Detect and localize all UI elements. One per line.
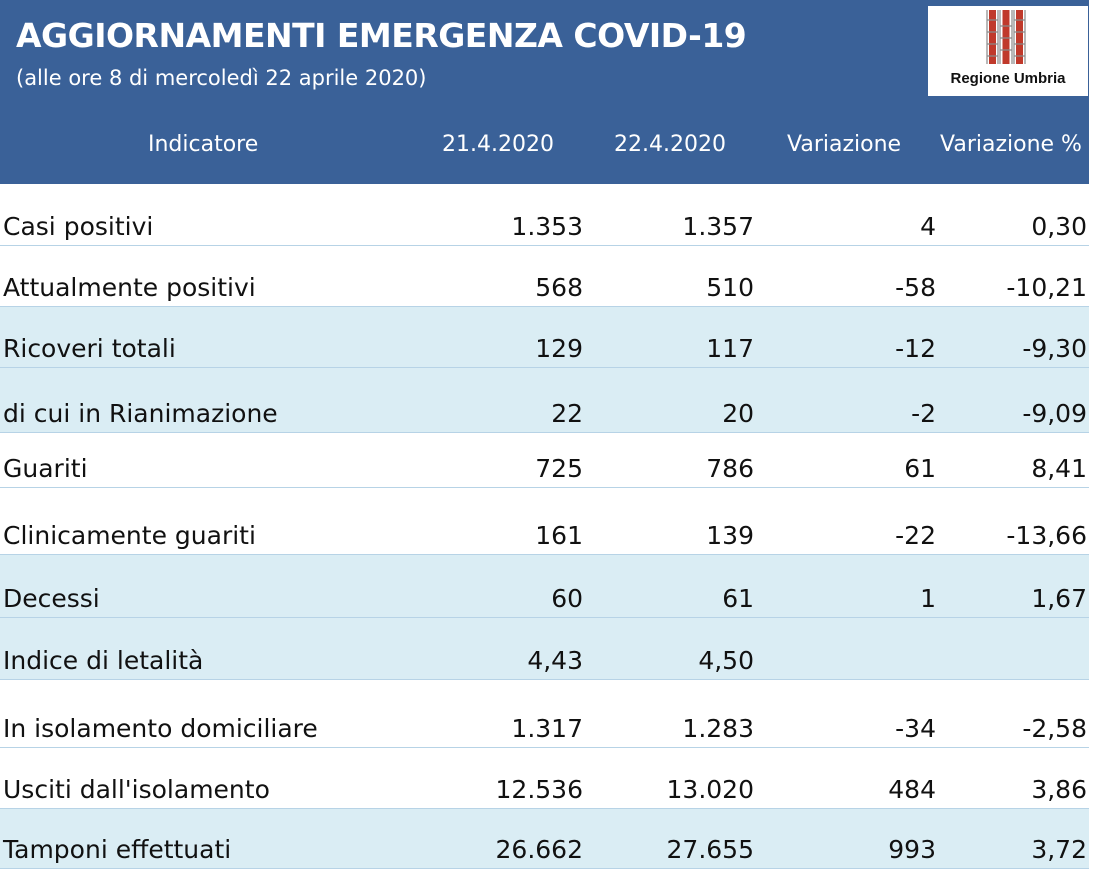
cell-variation: 4 (920, 212, 936, 241)
table-row: Tamponi effettuati 26.662 27.655 993 3,7… (0, 809, 1089, 869)
table-row: Indice di letalità 4,43 4,50 (0, 618, 1089, 680)
cell-indicatore: Tamponi effettuati (3, 835, 232, 864)
cell-indicatore: Guariti (3, 454, 88, 483)
cell-value-day-1: 161 (535, 521, 583, 550)
cell-value-day-2: 510 (706, 273, 754, 302)
cell-variation: 484 (888, 775, 936, 804)
cell-value-day-2: 4,50 (698, 646, 754, 675)
report-header: AGGIORNAMENTI EMERGENZA COVID-19 (alle o… (0, 0, 1089, 104)
cell-indicatore: Attualmente positivi (3, 273, 256, 302)
column-header-variazione: Variazione (787, 132, 902, 157)
cell-variation-pct: 0,30 (1031, 212, 1087, 241)
column-header-variazione-pct: Variazione % (940, 132, 1082, 157)
cell-value-day-1: 4,43 (527, 646, 583, 675)
cell-variation: -58 (895, 273, 936, 302)
cell-value-day-2: 20 (722, 399, 754, 428)
column-header-date-1: 21.4.2020 (442, 132, 554, 157)
cell-value-day-1: 1.317 (511, 714, 583, 743)
cell-indicatore: Usciti dall'isolamento (3, 775, 270, 804)
cell-variation-pct: -9,30 (1022, 334, 1087, 363)
table-row: Ricoveri totali 129 117 -12 -9,30 (0, 307, 1089, 368)
cell-value-day-2: 1.283 (682, 714, 754, 743)
cell-variation-pct: 1,67 (1031, 584, 1087, 613)
table-row: Casi positivi 1.353 1.357 4 0,30 (0, 184, 1089, 246)
cell-variation-pct: -9,09 (1022, 399, 1087, 428)
cell-variation-pct: -13,66 (1006, 521, 1087, 550)
table-row: Usciti dall'isolamento 12.536 13.020 484… (0, 748, 1089, 809)
table-row: Decessi 60 61 1 1,67 (0, 555, 1089, 618)
report-subtitle: (alle ore 8 di mercoledì 22 aprile 2020) (16, 66, 427, 90)
table-row: di cui in Rianimazione 22 20 -2 -9,09 (0, 368, 1089, 433)
cell-variation: -12 (895, 334, 936, 363)
cell-value-day-1: 12.536 (495, 775, 583, 804)
cell-variation-pct: -10,21 (1006, 273, 1087, 302)
cell-variation: 993 (888, 835, 936, 864)
cell-value-day-1: 1.353 (511, 212, 583, 241)
cell-variation: -34 (895, 714, 936, 743)
column-header-date-2: 22.4.2020 (614, 132, 726, 157)
cell-value-day-2: 139 (706, 521, 754, 550)
cell-variation: 1 (920, 584, 936, 613)
cell-value-day-2: 786 (706, 454, 754, 483)
cell-indicatore: Indice di letalità (3, 646, 204, 675)
cell-value-day-1: 129 (535, 334, 583, 363)
regione-umbria-logo: Regione Umbria (928, 6, 1088, 96)
logo-text: Regione Umbria (950, 70, 1066, 87)
cell-value-day-1: 22 (551, 399, 583, 428)
cell-indicatore: Ricoveri totali (3, 334, 176, 363)
table-row: Guariti 725 786 61 8,41 (0, 433, 1089, 488)
cell-variation-pct: -2,58 (1022, 714, 1087, 743)
cell-variation: -2 (911, 399, 936, 428)
cell-value-day-1: 26.662 (495, 835, 583, 864)
cell-value-day-2: 61 (722, 584, 754, 613)
column-header-indicatore: Indicatore (148, 132, 259, 157)
cell-indicatore: Clinicamente guariti (3, 521, 256, 550)
cell-value-day-2: 1.357 (682, 212, 754, 241)
umbria-emblem-icon (986, 10, 1026, 64)
table-row: Attualmente positivi 568 510 -58 -10,21 (0, 246, 1089, 307)
cell-indicatore: Casi positivi (3, 212, 154, 241)
cell-variation: 61 (904, 454, 936, 483)
cell-variation-pct: 8,41 (1031, 454, 1087, 483)
table-header: Indicatore 21.4.2020 22.4.2020 Variazion… (0, 104, 1089, 186)
cell-value-day-2: 27.655 (666, 835, 754, 864)
cell-variation-pct: 3,72 (1031, 835, 1087, 864)
cell-value-day-2: 13.020 (666, 775, 754, 804)
cell-variation-pct: 3,86 (1031, 775, 1087, 804)
cell-value-day-2: 117 (706, 334, 754, 363)
cell-indicatore: di cui in Rianimazione (3, 399, 278, 428)
report-title: AGGIORNAMENTI EMERGENZA COVID-19 (16, 16, 747, 55)
cell-indicatore: In isolamento domiciliare (3, 714, 318, 743)
cell-value-day-1: 568 (535, 273, 583, 302)
cell-value-day-1: 60 (551, 584, 583, 613)
table-row: Clinicamente guariti 161 139 -22 -13,66 (0, 488, 1089, 555)
cell-indicatore: Decessi (3, 584, 100, 613)
table-body: Casi positivi 1.353 1.357 4 0,30 Attualm… (0, 184, 1089, 869)
cell-value-day-1: 725 (535, 454, 583, 483)
table-row: In isolamento domiciliare 1.317 1.283 -3… (0, 680, 1089, 748)
cell-variation: -22 (895, 521, 936, 550)
